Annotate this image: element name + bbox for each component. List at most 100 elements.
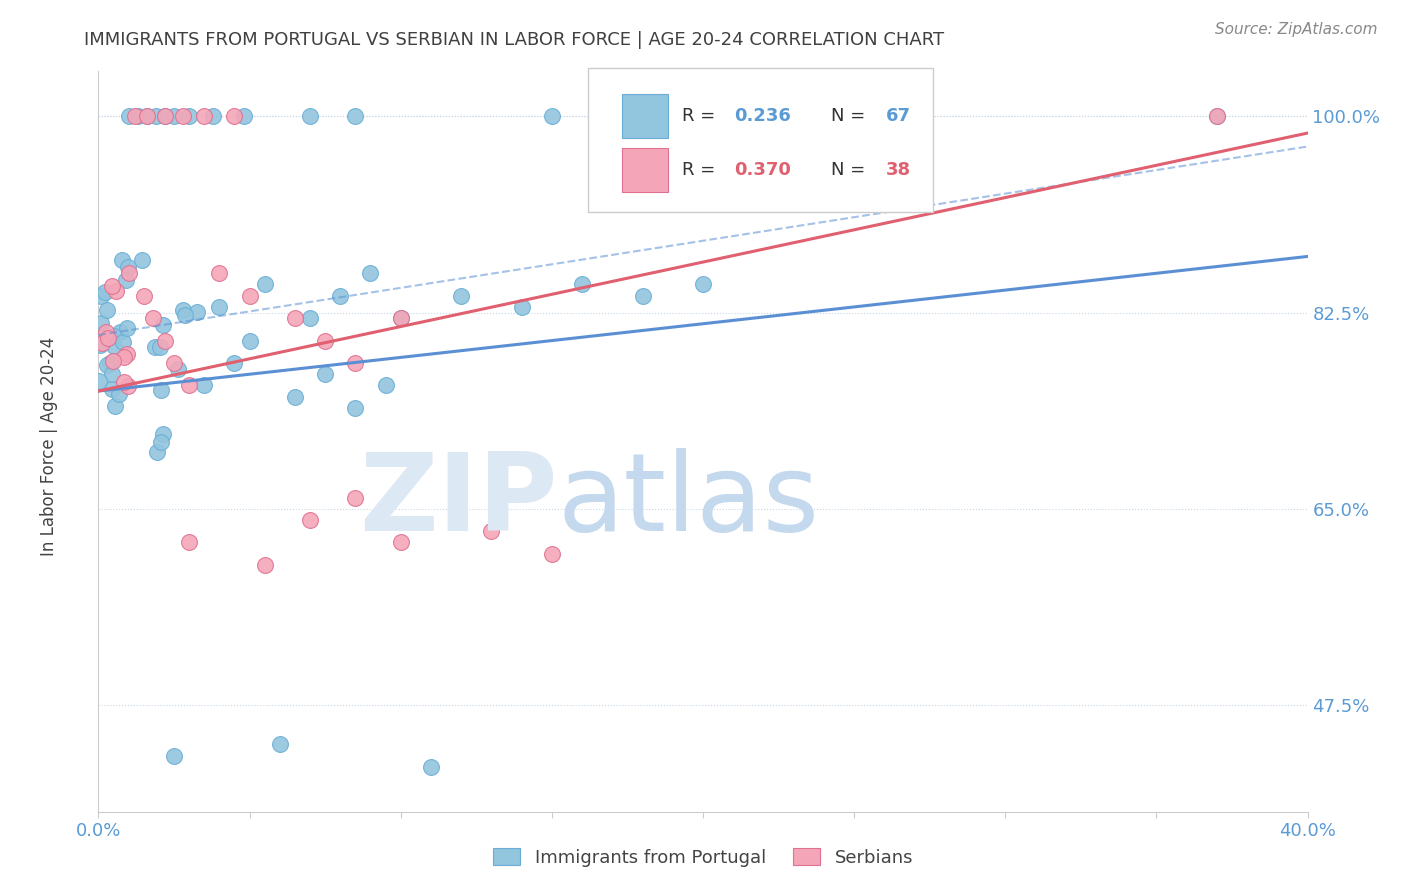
Text: N =: N =	[831, 161, 872, 178]
Point	[131, 252, 153, 267]
Point	[186, 305, 208, 319]
Point	[540, 109, 562, 123]
Point	[481, 524, 503, 539]
Point	[253, 277, 276, 292]
Point	[616, 109, 638, 123]
Point	[112, 375, 135, 389]
Point	[132, 289, 155, 303]
Point	[127, 109, 149, 123]
Point	[153, 109, 176, 123]
Text: 0.370: 0.370	[734, 161, 792, 178]
Point	[1206, 109, 1229, 123]
Point	[344, 109, 367, 123]
Point	[104, 400, 127, 414]
Point	[117, 379, 139, 393]
Point	[179, 109, 201, 123]
Point	[314, 368, 336, 382]
Point	[284, 390, 307, 404]
Text: In Labor Force | Age 20-24: In Labor Force | Age 20-24	[41, 336, 58, 556]
Point	[101, 367, 124, 381]
Point	[149, 435, 172, 450]
Point	[110, 325, 132, 339]
Point	[111, 335, 134, 350]
Text: Source: ZipAtlas.com: Source: ZipAtlas.com	[1215, 22, 1378, 37]
Point	[420, 760, 443, 774]
Point	[631, 289, 654, 303]
Text: ZIP: ZIP	[360, 448, 558, 554]
Point	[269, 738, 291, 752]
Point	[1206, 109, 1229, 123]
Point	[111, 252, 134, 267]
Point	[143, 340, 166, 354]
Point	[103, 339, 125, 353]
Point	[450, 289, 472, 303]
Point	[224, 109, 246, 123]
Point	[179, 535, 201, 549]
Point	[91, 335, 114, 350]
Point	[239, 289, 262, 303]
Point	[224, 356, 246, 370]
Point	[94, 285, 117, 300]
Point	[96, 358, 118, 372]
Point	[344, 401, 367, 415]
Point	[118, 109, 141, 123]
Point	[115, 320, 138, 334]
Point	[145, 445, 167, 459]
Point	[112, 350, 135, 364]
Point	[90, 288, 112, 302]
Point	[149, 340, 172, 354]
Point	[540, 547, 562, 561]
Point	[97, 330, 120, 344]
Text: 38: 38	[886, 161, 911, 178]
Point	[202, 109, 225, 123]
FancyBboxPatch shape	[621, 147, 668, 192]
Point	[149, 384, 172, 398]
Text: R =: R =	[682, 107, 721, 125]
Point	[124, 109, 146, 123]
Point	[105, 285, 128, 299]
Point	[193, 378, 215, 392]
Point	[173, 308, 195, 322]
Point	[152, 318, 174, 332]
Point	[115, 347, 138, 361]
Point	[89, 374, 111, 388]
FancyBboxPatch shape	[588, 68, 932, 212]
Text: 67: 67	[886, 107, 911, 125]
Text: IMMIGRANTS FROM PORTUGAL VS SERBIAN IN LABOR FORCE | AGE 20-24 CORRELATION CHART: IMMIGRANTS FROM PORTUGAL VS SERBIAN IN L…	[84, 31, 945, 49]
Point	[692, 277, 714, 292]
Point	[374, 378, 396, 392]
Point	[153, 109, 176, 123]
Point	[135, 109, 157, 123]
Point	[208, 300, 231, 314]
Point	[101, 279, 124, 293]
Point	[314, 334, 336, 348]
FancyBboxPatch shape	[621, 94, 668, 138]
Point	[98, 356, 121, 370]
Point	[117, 260, 139, 274]
Point	[167, 362, 190, 376]
Point	[153, 334, 176, 348]
Point	[135, 109, 157, 123]
Point	[360, 266, 382, 280]
Text: 0.236: 0.236	[734, 107, 792, 125]
Point	[510, 300, 533, 314]
Point	[163, 748, 186, 763]
Point	[152, 427, 174, 442]
Point	[103, 329, 125, 343]
Point	[163, 109, 186, 123]
Point	[344, 491, 367, 505]
Point	[96, 303, 118, 318]
Point	[389, 311, 412, 326]
Point	[101, 353, 124, 368]
Point	[100, 382, 122, 396]
Point	[90, 316, 112, 330]
Point	[94, 325, 117, 339]
Text: atlas: atlas	[558, 448, 820, 554]
Point	[253, 558, 276, 572]
Legend: Immigrants from Portugal, Serbians: Immigrants from Portugal, Serbians	[484, 839, 922, 876]
Point	[89, 337, 111, 351]
Point	[118, 266, 141, 280]
Point	[571, 277, 593, 292]
Point	[232, 109, 254, 123]
Point	[389, 311, 412, 326]
